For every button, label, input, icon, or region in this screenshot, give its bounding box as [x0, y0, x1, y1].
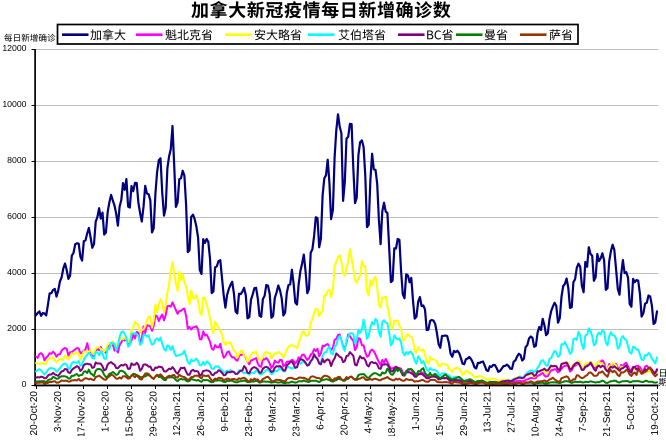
svg-text:7-Sep-21: 7-Sep-21 [578, 391, 589, 433]
svg-text:12-Jan-21: 12-Jan-21 [172, 391, 183, 436]
svg-text:0: 0 [22, 379, 27, 389]
svg-text:6-Apr-21: 6-Apr-21 [316, 391, 327, 430]
svg-text:24-Aug-21: 24-Aug-21 [554, 391, 565, 436]
svg-text:8000: 8000 [7, 155, 26, 165]
svg-text:20-Oct-20: 20-Oct-20 [29, 391, 40, 436]
svg-text:18-May-21: 18-May-21 [387, 391, 398, 436]
svg-text:4-May-21: 4-May-21 [363, 391, 374, 434]
svg-text:3-Nov-20: 3-Nov-20 [53, 391, 64, 433]
svg-text:23-Mar-21: 23-Mar-21 [292, 391, 303, 436]
svg-text:9-Feb-21: 9-Feb-21 [220, 391, 231, 432]
svg-text:6000: 6000 [7, 211, 26, 221]
svg-text:10-Aug-21: 10-Aug-21 [531, 391, 542, 436]
svg-text:19-Oct-21: 19-Oct-21 [650, 391, 661, 436]
svg-text:23-Feb-21: 23-Feb-21 [244, 391, 255, 436]
svg-text:17-Nov-20: 17-Nov-20 [77, 391, 88, 436]
svg-text:26-Jan-21: 26-Jan-21 [196, 391, 207, 436]
svg-text:10000: 10000 [2, 99, 26, 109]
svg-text:1-Dec-20: 1-Dec-20 [101, 391, 112, 433]
svg-text:27-Jul-21: 27-Jul-21 [507, 391, 518, 433]
svg-text:9-Mar-21: 9-Mar-21 [268, 391, 279, 432]
svg-text:13-Jul-21: 13-Jul-21 [483, 391, 494, 433]
svg-text:29-Jun-21: 29-Jun-21 [459, 391, 470, 436]
svg-text:12000: 12000 [2, 43, 26, 53]
svg-text:29-Dec-20: 29-Dec-20 [148, 391, 159, 436]
svg-text:15-Jun-21: 15-Jun-21 [435, 391, 446, 436]
svg-text:15-Dec-20: 15-Dec-20 [124, 391, 135, 436]
svg-text:20-Apr-21: 20-Apr-21 [339, 391, 350, 436]
svg-text:21-Sep-21: 21-Sep-21 [602, 391, 613, 436]
svg-text:1-Jun-21: 1-Jun-21 [411, 391, 422, 431]
svg-text:5-Oct-21: 5-Oct-21 [626, 391, 637, 430]
svg-text:4000: 4000 [7, 267, 26, 277]
svg-text:2000: 2000 [7, 323, 26, 333]
